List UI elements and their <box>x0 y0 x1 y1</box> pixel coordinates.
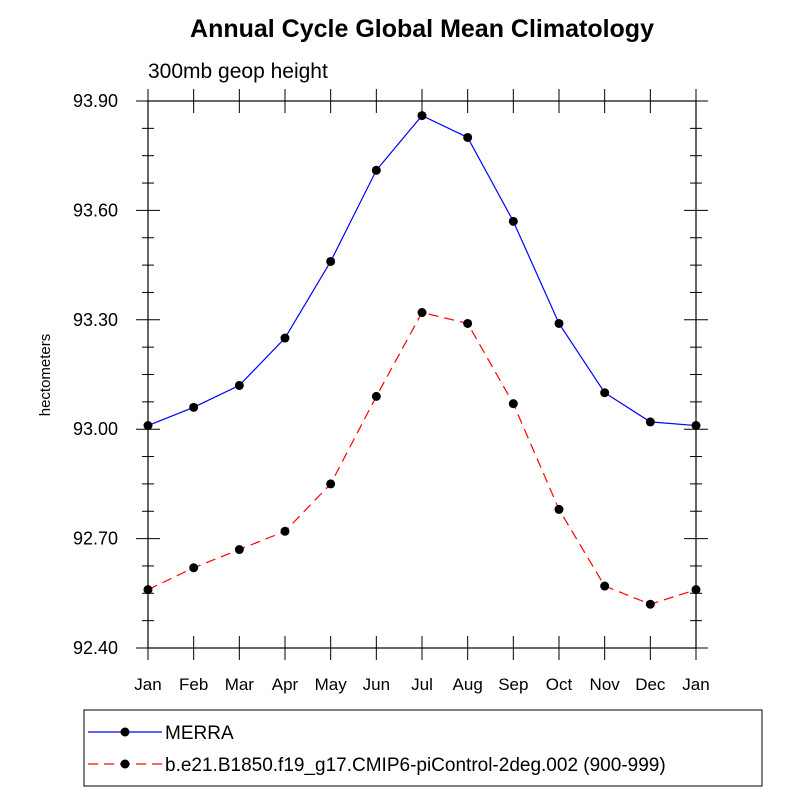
data-point <box>371 165 381 175</box>
x-tick-label: May <box>315 675 348 694</box>
legend: MERRA b.e21.B1850.f19_g17.CMIP6-piControl… <box>83 709 763 787</box>
x-tick-label: Oct <box>546 675 573 694</box>
axis-ticks <box>136 89 708 660</box>
data-point <box>554 318 564 328</box>
x-tick-label: Feb <box>179 675 208 694</box>
x-tick-label: Apr <box>272 675 299 694</box>
x-tick-label: Sep <box>498 675 528 694</box>
data-point <box>234 545 244 555</box>
x-tick-label: Mar <box>225 675 255 694</box>
y-tick-label: 92.70 <box>73 529 118 549</box>
series-1 <box>143 111 701 431</box>
y-tick-label: 92.40 <box>73 638 118 658</box>
data-point <box>417 308 427 318</box>
data-point <box>463 132 473 142</box>
data-point <box>371 391 381 401</box>
x-tick-label: Aug <box>453 675 483 694</box>
data-point <box>189 563 199 573</box>
y-tick-label: 93.90 <box>73 91 118 111</box>
series-line <box>147 114 697 427</box>
chart-subtitle: 300mb geop height <box>148 60 328 83</box>
data-point <box>189 402 199 412</box>
y-axis-label: hectometers <box>37 334 54 417</box>
data-point <box>554 504 564 514</box>
series-2 <box>143 308 701 609</box>
legend-box <box>83 709 763 787</box>
y-tick-label: 93.00 <box>73 419 118 439</box>
y-tick-label: 93.30 <box>73 310 118 330</box>
plot-frame <box>147 100 697 649</box>
data-point <box>234 380 244 390</box>
x-tick-label: Jan <box>682 675 709 694</box>
data-point <box>508 216 518 226</box>
data-point <box>326 256 336 266</box>
data-point <box>143 421 153 431</box>
data-point <box>691 421 701 431</box>
x-tick-label: Dec <box>635 675 666 694</box>
series-layer <box>143 111 701 609</box>
legend-label: b.e21.B1850.f19_g17.CMIP6-piControl-2deg… <box>165 755 666 776</box>
data-point <box>645 599 655 609</box>
x-tick-label: Jul <box>411 675 433 694</box>
x-tick-labels: Jan Feb Mar Apr May Jun Jul Aug Sep Oct Nov Dec Jan <box>134 675 709 694</box>
data-point <box>143 585 153 595</box>
legend-marker <box>120 759 130 769</box>
x-tick-label: Jan <box>134 675 161 694</box>
data-point <box>326 479 336 489</box>
data-point <box>280 526 290 536</box>
x-tick-label: Nov <box>590 675 621 694</box>
y-tick-label: 93.60 <box>73 200 118 220</box>
legend-marker <box>120 727 130 737</box>
legend-label: MERRA <box>165 723 234 744</box>
data-point <box>463 318 473 328</box>
data-point <box>691 585 701 595</box>
data-point <box>600 581 610 591</box>
data-point <box>508 399 518 409</box>
data-point <box>645 417 655 427</box>
data-point <box>417 111 427 121</box>
data-point <box>600 388 610 398</box>
x-tick-label: Jun <box>363 675 390 694</box>
chart-title: Annual Cycle Global Mean Climatology <box>190 15 654 43</box>
data-point <box>280 333 290 343</box>
y-tick-labels: 92.40 92.70 93.00 93.30 93.60 93.90 <box>73 91 118 658</box>
series-line <box>147 311 697 605</box>
